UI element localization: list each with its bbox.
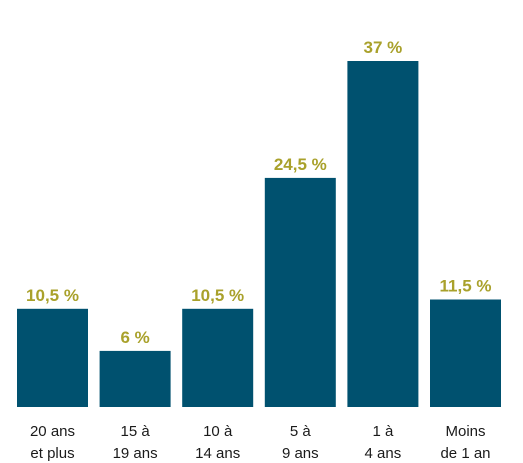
bar-5-9-ans <box>264 177 336 407</box>
bar-1-4-ans <box>347 61 419 407</box>
value-label-5-9-ans: 24,5 % <box>274 155 327 174</box>
value-label-15-19-ans: 6 % <box>120 328 149 347</box>
value-label-20-ans-et-plus: 10,5 % <box>26 286 79 305</box>
value-label-10-14-ans: 10,5 % <box>191 286 244 305</box>
category-label-15-19-ans: 15 à 19 ans <box>113 423 158 462</box>
bar-15-19-ans <box>99 350 171 407</box>
value-labels-group: 10,5 % 6 % 10,5 % 24,5 % 37 % 11,5 % <box>26 38 491 347</box>
category-label-10-14-ans: 10 à 14 ans <box>195 423 240 462</box>
category-label-20-ans-et-plus: 20 ans et plus <box>30 423 75 462</box>
value-label-moins-de-1-an: 11,5 % <box>440 277 492 296</box>
bar-10-14-ans <box>182 308 254 407</box>
bars-group <box>17 61 501 407</box>
bar-20-ans-et-plus <box>17 308 88 407</box>
value-label-1-4-ans: 37 % <box>364 38 403 57</box>
bar-moins-de-1-an <box>430 299 501 407</box>
category-label-moins-de-1-an: Moins de 1 an <box>440 423 490 462</box>
